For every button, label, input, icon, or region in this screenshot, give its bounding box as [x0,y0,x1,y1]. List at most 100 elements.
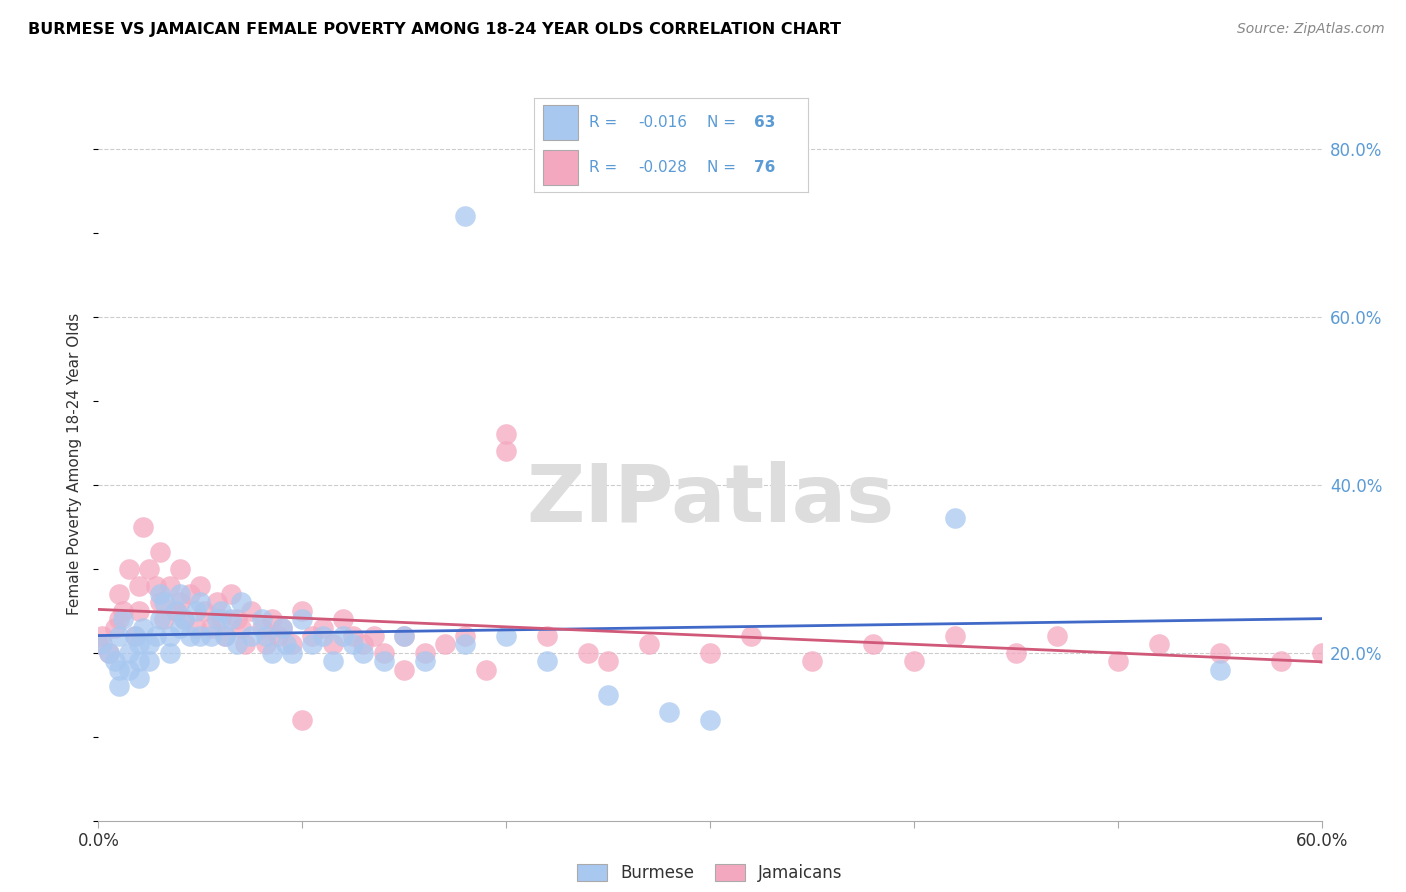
Point [186,621,208,635]
Point [291,604,314,618]
Point [281,637,304,651]
Point [169,587,191,601]
Point [699,713,721,727]
Point [413,654,436,668]
Point [104,621,127,635]
Point [281,646,304,660]
Text: Source: ZipAtlas.com: Source: ZipAtlas.com [1237,22,1385,37]
Point [454,637,477,651]
Text: 76: 76 [754,160,775,175]
Legend: Burmese, Jamaicans: Burmese, Jamaicans [569,856,851,891]
Point [260,612,283,626]
Point [658,705,681,719]
Point [138,637,160,651]
Point [231,595,253,609]
Point [598,654,620,668]
Point [226,612,249,626]
Text: BURMESE VS JAMAICAN FEMALE POVERTY AMONG 18-24 YEAR OLDS CORRELATION CHART: BURMESE VS JAMAICAN FEMALE POVERTY AMONG… [28,22,841,37]
Point [1209,663,1232,677]
Point [108,612,131,626]
Point [209,612,232,626]
Point [322,637,344,651]
Point [200,621,222,635]
Point [291,713,314,727]
Point [495,427,517,442]
Point [801,654,824,668]
Point [205,595,228,609]
Point [862,637,884,651]
Point [1045,629,1069,643]
Point [132,621,155,635]
Point [392,629,416,643]
Point [108,679,131,693]
Point [159,646,181,660]
Point [149,587,172,601]
Point [250,621,273,635]
Point [138,654,160,668]
Point [699,646,721,660]
Point [495,629,517,643]
Point [91,637,114,651]
Point [173,612,195,626]
Point [536,629,558,643]
Point [188,629,212,643]
Point [169,595,191,609]
Point [250,612,273,626]
Bar [543,150,578,186]
Point [118,562,141,576]
Point [943,511,966,525]
Point [392,663,416,677]
Point [291,612,314,626]
Point [434,637,457,651]
Point [240,629,263,643]
Point [205,612,228,626]
Point [200,629,222,643]
Point [97,646,120,660]
Y-axis label: Female Poverty Among 18-24 Year Olds: Female Poverty Among 18-24 Year Olds [67,313,83,615]
Point [165,604,187,618]
Point [152,612,174,626]
Point [152,595,174,609]
Point [536,654,558,668]
Bar [543,104,578,140]
Point [111,604,134,618]
Point [240,604,263,618]
Point [231,621,253,635]
Point [128,604,150,618]
Point [233,637,256,651]
Point [193,604,215,618]
Point [943,629,966,643]
Point [1209,646,1232,660]
Point [373,646,395,660]
Point [111,612,134,626]
Point [495,444,517,458]
Point [352,646,374,660]
Point [332,612,354,626]
Point [454,629,477,643]
Point [740,629,762,643]
Point [108,587,131,601]
Point [598,688,620,702]
Point [576,646,599,660]
Point [118,663,141,677]
Point [312,629,335,643]
Text: -0.028: -0.028 [638,160,688,175]
Text: R =: R = [589,160,623,175]
Point [1147,637,1170,651]
Point [91,629,114,643]
Point [118,646,141,660]
Point [332,629,354,643]
Point [159,629,181,643]
Point [342,629,364,643]
Text: -0.016: -0.016 [638,115,688,130]
Point [373,654,395,668]
Text: 63: 63 [754,115,775,130]
Point [209,604,232,618]
Point [342,637,364,651]
Point [254,637,277,651]
Point [270,621,294,635]
Point [219,612,242,626]
Point [169,562,191,576]
Point [413,646,436,660]
Point [352,637,374,651]
